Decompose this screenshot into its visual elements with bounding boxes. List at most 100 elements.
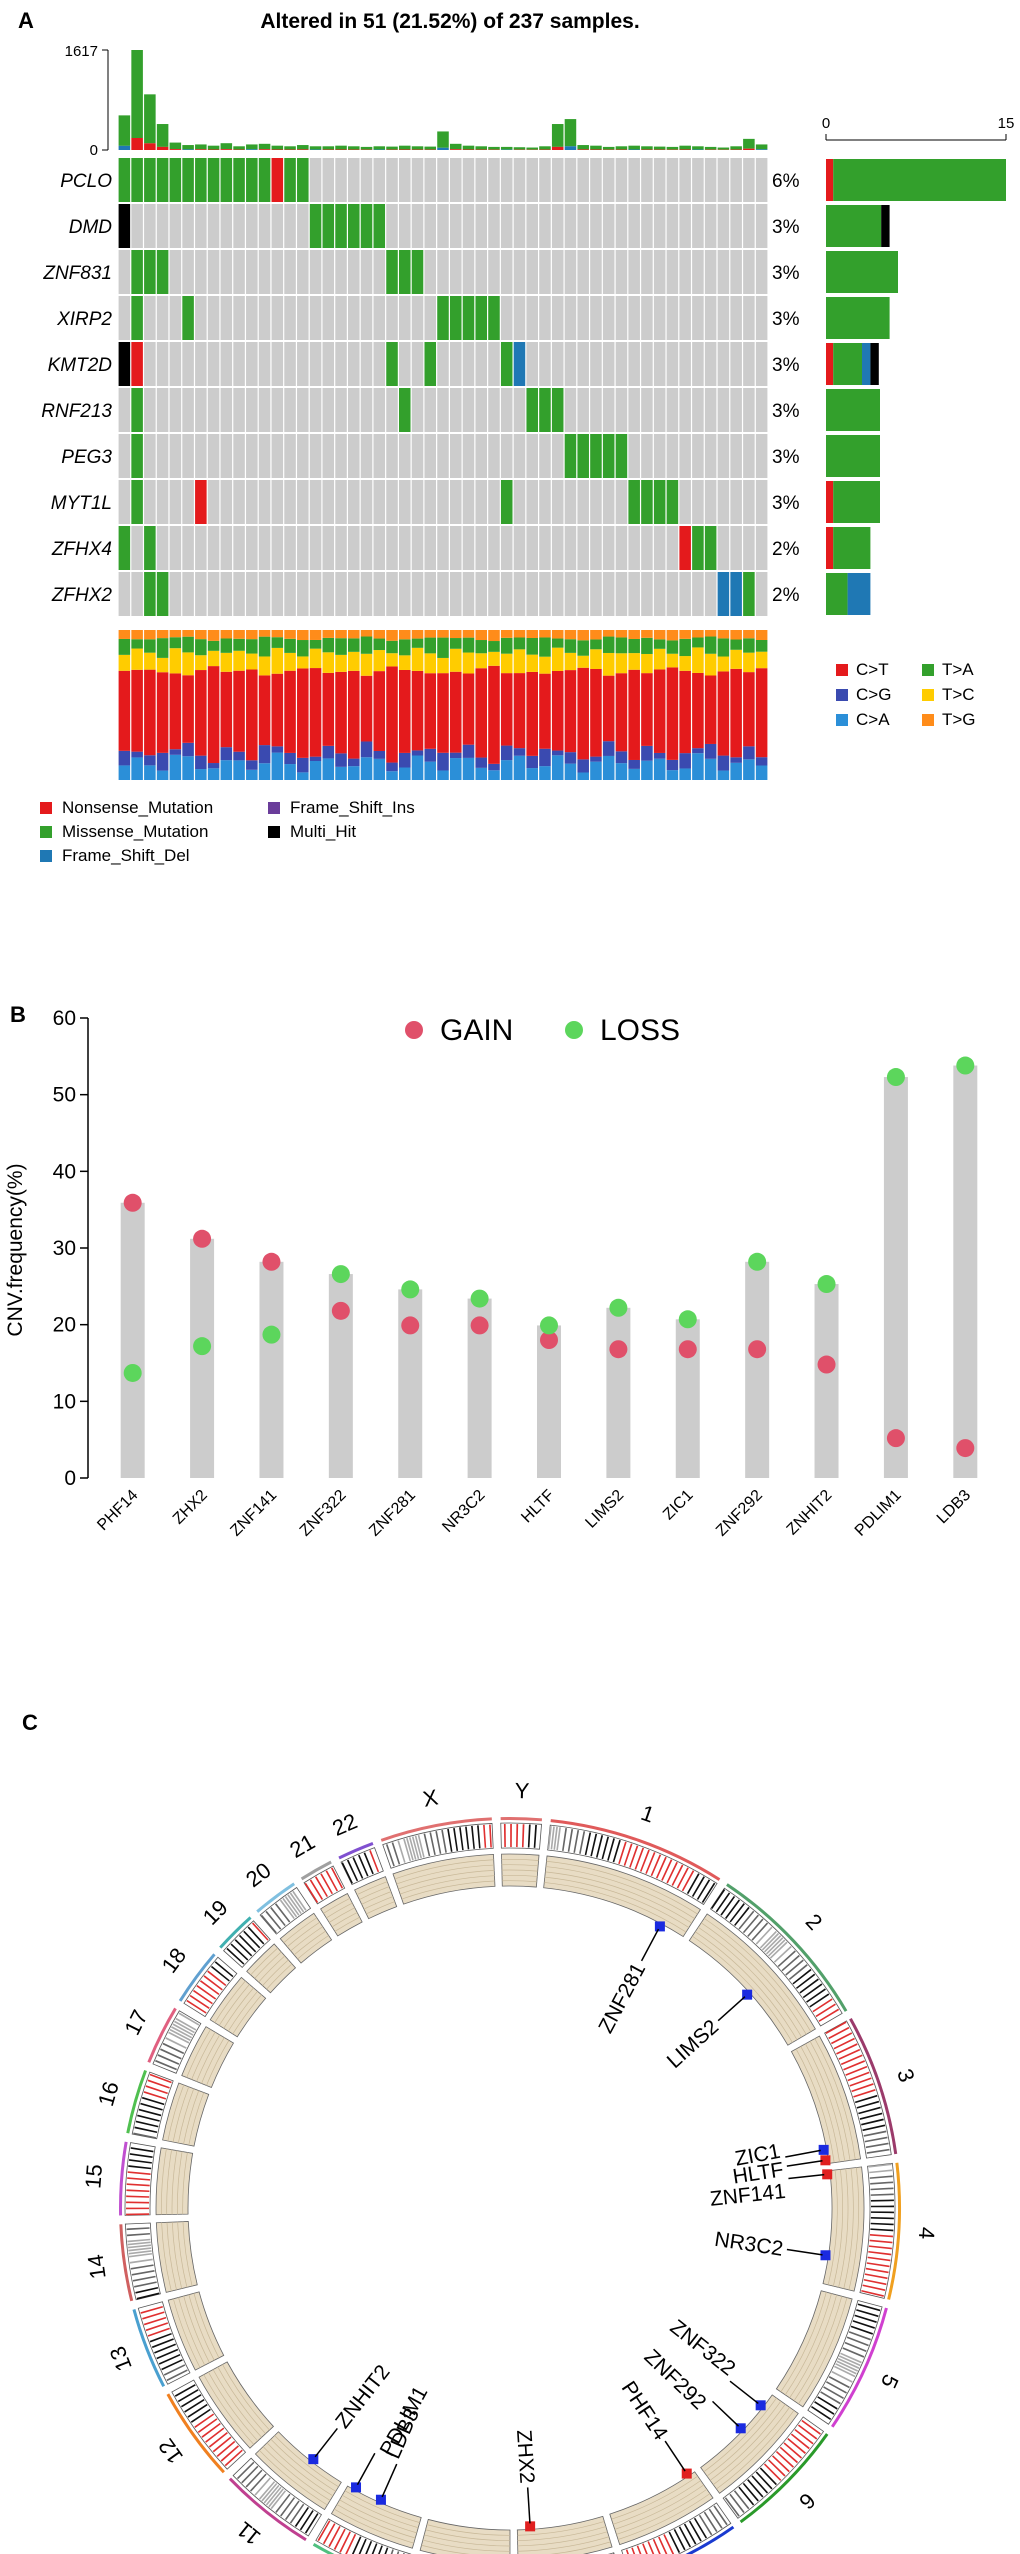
mutation-cell [144, 158, 156, 202]
loss-point [748, 1252, 767, 1271]
empty-cell [398, 480, 411, 524]
titv-segment [488, 630, 500, 642]
titv-segment [628, 768, 640, 780]
empty-cell [195, 388, 207, 432]
cnv-track-gridline [394, 1859, 494, 1880]
empty-cell [322, 572, 335, 616]
mutation-cell [131, 158, 143, 202]
empty-cell [169, 342, 182, 386]
cnv-track-gridline [549, 2541, 611, 2554]
tmb-bar [182, 145, 194, 150]
gain-point [886, 1429, 905, 1448]
mutation-cell [233, 158, 245, 202]
y-tick-label: 10 [53, 1390, 76, 1413]
gene-count-bar [847, 573, 871, 615]
ideogram-band [840, 2352, 862, 2364]
empty-cell [169, 526, 182, 570]
gene-count-bar [826, 159, 834, 201]
cnv-track-gridline [716, 2410, 795, 2490]
empty-cell [717, 158, 730, 202]
chromosome-color-arc [228, 2477, 307, 2542]
ideogram-band [647, 2541, 655, 2554]
titv-segment [360, 636, 373, 654]
empty-cell [233, 342, 245, 386]
empty-cell [551, 204, 564, 248]
ideogram-band [314, 1876, 329, 1898]
variant-legend-label: Frame_Shift_Ins [290, 798, 415, 817]
empty-cell [220, 296, 233, 340]
mutation-cell [144, 572, 156, 616]
variant-legend-label: Multi_Hit [290, 822, 356, 841]
titv-segment [284, 638, 296, 653]
chromosome-label: 22 [329, 1808, 361, 1841]
gene-percent: 3% [772, 263, 800, 284]
titv-segment [131, 757, 143, 780]
gain-point [401, 1316, 420, 1335]
empty-cell [526, 204, 538, 248]
titv-segment [730, 762, 742, 780]
titv-segment [462, 637, 475, 653]
chromosome-label: 16 [93, 2079, 124, 2109]
legend-loss-dot [565, 1021, 583, 1039]
empty-cell [437, 480, 449, 524]
ideogram-band [205, 2427, 225, 2443]
ideogram-band [779, 2446, 799, 2464]
empty-cell [679, 480, 691, 524]
cnv-track-gridline [363, 1896, 394, 1910]
ideogram-band [226, 1947, 245, 1965]
titv-segment [131, 751, 143, 758]
ideogram-band [747, 1918, 764, 1937]
titv-segment [437, 630, 449, 638]
tmb-bar [449, 143, 462, 150]
mutation-cell [131, 342, 143, 386]
cnv-track-gridline [700, 1922, 807, 2035]
ideogram-band [865, 2142, 889, 2149]
ideogram-band [747, 2479, 764, 2498]
cnv-track-gridline [545, 1871, 692, 1924]
titv-segment [411, 638, 424, 648]
titv-segment [309, 639, 322, 649]
tmb-bar [488, 146, 500, 150]
ideogram-band [251, 1922, 269, 1941]
mutation-cell [195, 480, 207, 524]
cnv-track-gridline [188, 2294, 215, 2361]
empty-cell [475, 434, 488, 478]
empty-cell [207, 434, 220, 478]
empty-cell [513, 250, 526, 294]
empty-cell [628, 250, 640, 294]
gene-marker [654, 1921, 665, 1932]
ideogram-band [175, 2017, 197, 2031]
empty-cell [195, 434, 207, 478]
titv-segment [373, 630, 386, 639]
titv-segment [233, 751, 245, 761]
empty-cell [755, 204, 768, 248]
ideogram-band [258, 2481, 276, 2500]
empty-cell [513, 388, 526, 432]
ideogram-band [869, 2234, 894, 2238]
empty-cell [233, 296, 245, 340]
ideogram-band [180, 2394, 202, 2408]
empty-cell [131, 526, 143, 570]
titv-stacked-bars [118, 630, 768, 780]
empty-cell [641, 342, 653, 386]
empty-cell [360, 572, 373, 616]
titv-segment [679, 638, 691, 657]
titv-segment [539, 656, 551, 674]
empty-cell [615, 388, 628, 432]
gene-percent: 2% [772, 585, 800, 606]
empty-cell [666, 296, 679, 340]
empty-cell [488, 250, 500, 294]
gain-point [193, 1229, 212, 1248]
cnv-track-gridline [805, 2043, 846, 2162]
mutation-cell [424, 342, 437, 386]
empty-cell [411, 434, 424, 478]
empty-cell [602, 342, 615, 386]
ideogram-band [521, 1824, 525, 1848]
ideogram-band [769, 1941, 788, 1959]
cnv-track [198, 2361, 275, 2449]
empty-cell [309, 296, 322, 340]
cnv-track-gridline [544, 1876, 690, 1928]
empty-cell [564, 388, 577, 432]
titv-segment [398, 639, 411, 656]
titv-segment [641, 673, 653, 746]
